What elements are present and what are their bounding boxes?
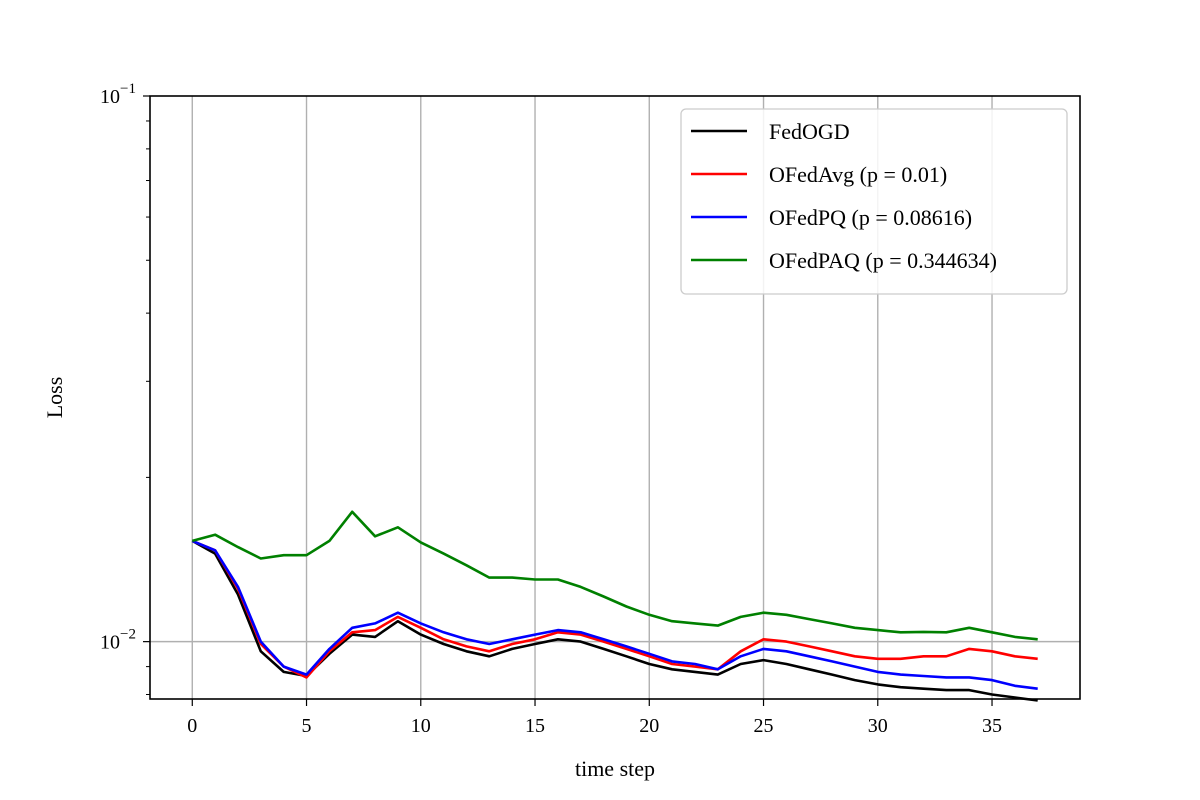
x-tick-label: 30 — [868, 715, 888, 737]
x-tick-label: 25 — [754, 715, 774, 737]
x-tick-label: 15 — [525, 715, 545, 737]
series-line-ofedavg-p-0-01 — [191, 539, 1038, 679]
y-tick-label: 10−2 — [100, 627, 136, 654]
x-tick-label: 0 — [187, 715, 197, 737]
series-line-fedogd — [191, 539, 1038, 702]
axis-ticks: 0 5 10 15 20 25 30 35 10−2 10−1 — [100, 81, 1002, 737]
legend-entry-label: OFedAvg (p = 0.01) — [769, 162, 947, 187]
legend-box — [680, 108, 1068, 295]
x-axis-label: time step — [575, 756, 655, 781]
series-line-ofedpq-p-0-08616 — [191, 539, 1038, 690]
x-tick-label: 5 — [302, 715, 312, 737]
x-tick-label: 20 — [639, 715, 659, 737]
plot-area-frame — [149, 95, 1081, 700]
legend: FedOGD OFedAvg (p = 0.01) OFedPQ (p = 0.08… — [680, 108, 1068, 295]
legend-entry-label: OFedPQ (p = 0.08616) — [769, 205, 972, 230]
legend-entry-label: FedOGD — [769, 119, 850, 144]
x-tick-label: 10 — [411, 715, 431, 737]
series-line-ofedpaq-p-0-344634 — [191, 510, 1038, 641]
y-tick-label: 10−1 — [100, 81, 136, 108]
y-axis-label: Loss — [42, 377, 67, 419]
series-lines — [191, 510, 1038, 702]
legend-entry-label: OFedPAQ (p = 0.344634) — [769, 248, 997, 273]
x-tick-label: 35 — [982, 715, 1002, 737]
